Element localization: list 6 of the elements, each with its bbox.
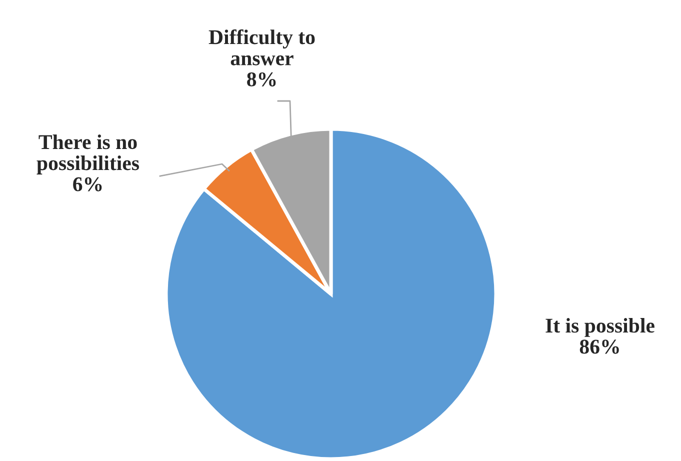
- data-label: 8%: [247, 72, 276, 86]
- slice-label: It is possible: [546, 318, 654, 337]
- data-label: 6%: [73, 177, 102, 192]
- data-label: 86%: [580, 340, 619, 354]
- slice-label: Difficulty to answer: [208, 29, 315, 66]
- slice-label: There is no possibilities: [36, 134, 140, 174]
